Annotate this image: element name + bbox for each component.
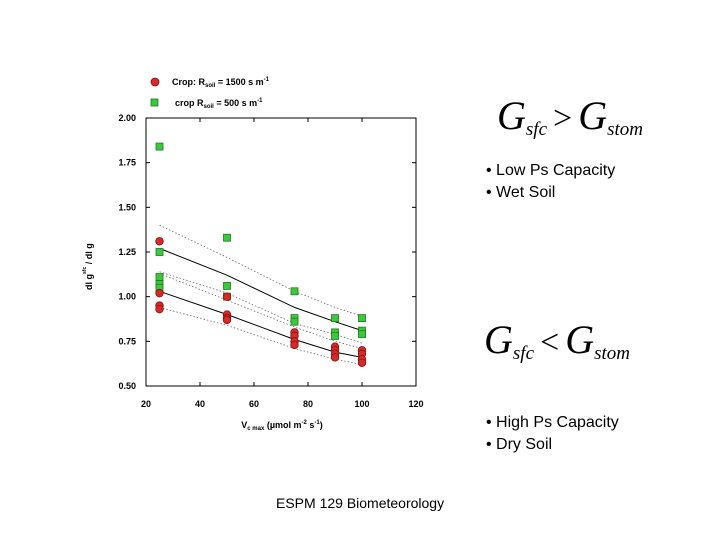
chart-legend: Crop: Rsoil = 1500 s m-1 crop Rsoil = 50… xyxy=(150,77,270,110)
data-point-green-square xyxy=(223,282,231,290)
legend-marker-green-square xyxy=(150,98,159,107)
data-point-red-circle xyxy=(357,358,367,367)
data-point-green-square xyxy=(331,332,339,340)
data-point-red-circle xyxy=(222,292,232,301)
equation-gsfc-greater-gstom: Gsfc > Gstom xyxy=(497,92,643,141)
y-tick-label: 1.50 xyxy=(118,202,136,212)
data-point-red-circle xyxy=(290,340,299,350)
y-tick-label: 1.25 xyxy=(118,247,136,257)
data-point-green-square xyxy=(290,317,299,326)
data-point-red-circle xyxy=(222,315,232,325)
top-bullet-list: • Low Ps Capacity • Wet Soil xyxy=(486,160,615,204)
ci-upper-line-series-2 xyxy=(159,224,363,317)
data-point-green-square xyxy=(358,330,366,339)
equation-gsfc-less-gstom: Gsfc < Gstom xyxy=(484,316,630,365)
bullet-high-ps-capacity: • High Ps Capacity xyxy=(486,414,619,431)
equation-lhs: G xyxy=(497,93,526,138)
data-point-green-square xyxy=(155,248,164,256)
y-tick-label: 0.75 xyxy=(118,336,136,346)
data-point-red-circle xyxy=(155,288,164,298)
y-tick-label: 1.75 xyxy=(118,158,136,168)
data-point-green-square xyxy=(358,314,366,323)
footer-course-title: ESPM 129 Biometeorology xyxy=(276,495,445,511)
data-point-red-circle xyxy=(155,304,164,314)
data-point-green-square xyxy=(155,142,164,151)
equation-operator: < xyxy=(540,324,560,361)
data-point-green-square xyxy=(331,314,339,323)
legend-label-series-2: crop Rsoil = 500 s m-1 xyxy=(175,98,263,110)
x-tick-label: 80 xyxy=(303,399,313,409)
x-axis-label: Vc max (µmol m-2 s-1) xyxy=(241,420,322,432)
y-tick-label: 0.50 xyxy=(118,381,136,391)
y-tick-label: 2.00 xyxy=(118,113,136,123)
confidence-bands xyxy=(159,224,363,365)
data-point-green-square xyxy=(290,287,299,296)
bullet-dry-soil: • Dry Soil xyxy=(486,436,553,453)
plot-frame xyxy=(145,117,417,387)
fit-lines xyxy=(159,247,363,358)
equation-lhs-sub: sfc xyxy=(525,119,547,140)
equation-rhs: G xyxy=(578,93,608,138)
data-point-green-square xyxy=(223,233,231,242)
bullet-wet-soil: • Wet Soil xyxy=(486,184,556,201)
bullet-low-ps-capacity: • Low Ps Capacity xyxy=(486,162,616,179)
bottom-bullet-list: • High Ps Capacity • Dry Soil xyxy=(486,412,619,456)
chart-axes: 20 40 60 80 100 120 0.50 0.75 1.00 1.25 1.50 1.75 2.… xyxy=(118,113,423,409)
fit-line-series-2 xyxy=(159,247,363,332)
x-tick-label: 120 xyxy=(408,399,423,409)
data-point-red-circle xyxy=(155,237,164,246)
equation-lhs: G xyxy=(484,317,513,362)
equation-rhs-sub: stom xyxy=(607,119,643,140)
x-tick-label: 100 xyxy=(354,399,369,409)
x-tick-label: 60 xyxy=(249,399,259,409)
x-tick-label: 40 xyxy=(195,399,205,409)
equation-rhs: G xyxy=(565,317,595,362)
legend-label-series-1: Crop: Rsoil = 1500 s m-1 xyxy=(172,77,270,89)
data-point-green-square xyxy=(155,273,164,281)
equation-rhs-sub: stom xyxy=(594,343,630,364)
data-points xyxy=(155,142,367,367)
x-tick-label: 20 xyxy=(141,399,151,409)
equation-lhs-sub: sfc xyxy=(512,343,534,364)
data-point-red-circle xyxy=(330,353,340,362)
equation-operator: > xyxy=(553,100,573,137)
y-tick-label: 1.00 xyxy=(118,292,136,302)
legend-marker-red-circle xyxy=(150,77,160,87)
y-axis-label: dl gsfc / dl g xyxy=(82,243,94,290)
